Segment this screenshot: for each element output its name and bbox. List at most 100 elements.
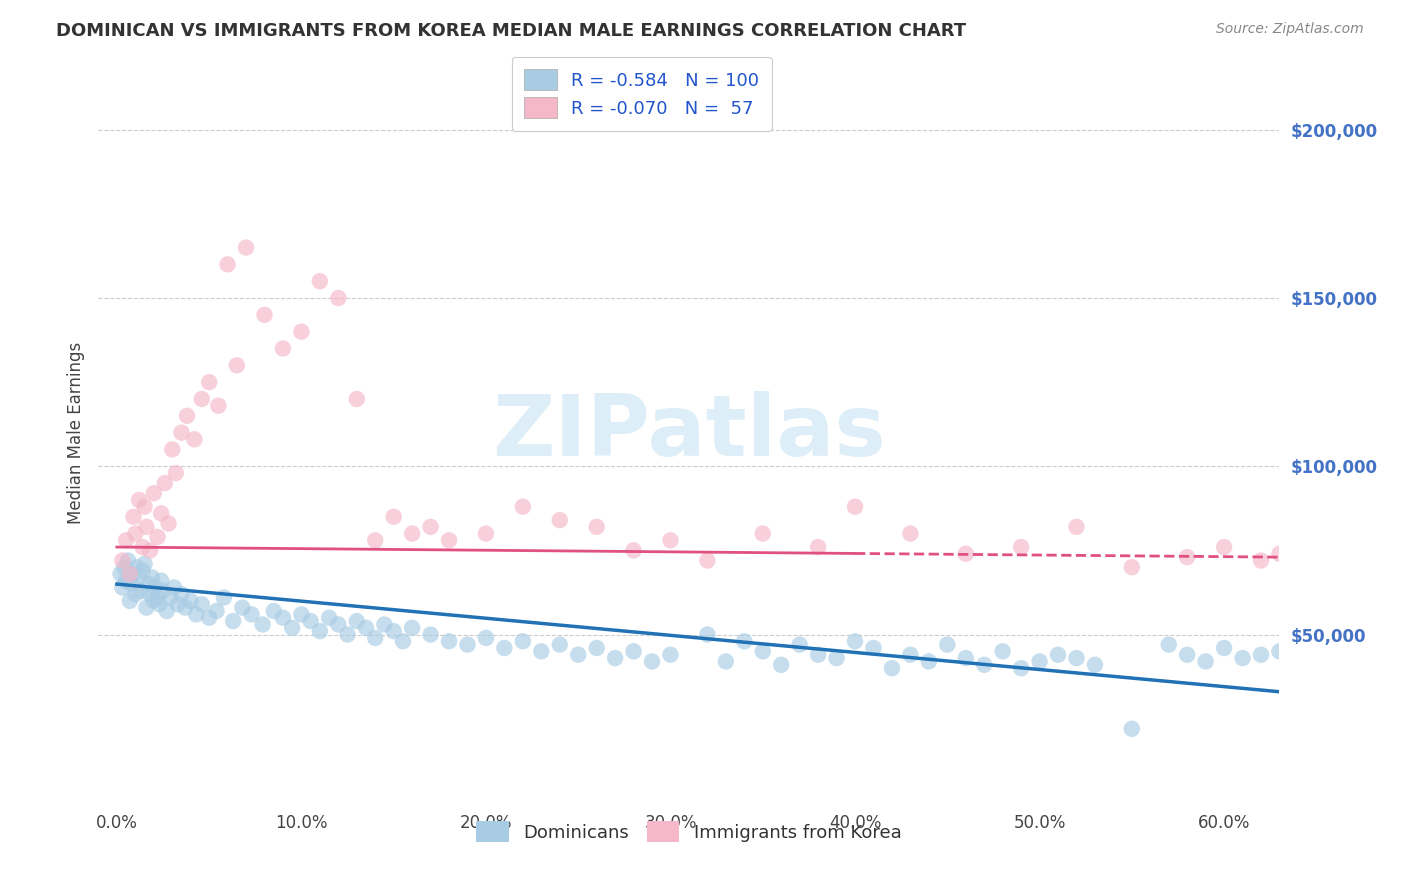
Point xyxy=(382,624,405,639)
Point xyxy=(844,500,866,514)
Point xyxy=(1066,651,1088,665)
Point xyxy=(807,540,830,554)
Point xyxy=(1213,540,1236,554)
Point xyxy=(807,648,830,662)
Point xyxy=(136,577,159,591)
Point xyxy=(475,526,498,541)
Point xyxy=(955,547,977,561)
Point xyxy=(789,638,811,652)
Point xyxy=(419,627,441,641)
Point xyxy=(129,583,152,598)
Point xyxy=(1084,657,1107,672)
Point xyxy=(1250,648,1272,662)
Point xyxy=(373,617,395,632)
Point xyxy=(299,614,322,628)
Point xyxy=(263,604,285,618)
Point xyxy=(973,657,995,672)
Point xyxy=(128,492,150,507)
Point xyxy=(142,594,165,608)
Point xyxy=(271,610,294,624)
Point xyxy=(844,634,866,648)
Point xyxy=(825,651,848,665)
Point xyxy=(1028,655,1050,669)
Point xyxy=(222,614,245,628)
Point xyxy=(117,553,139,567)
Point xyxy=(111,553,134,567)
Point xyxy=(148,597,170,611)
Point xyxy=(159,591,181,605)
Point xyxy=(1066,520,1088,534)
Point xyxy=(346,614,368,628)
Point xyxy=(457,638,479,652)
Point xyxy=(641,655,664,669)
Point xyxy=(1278,560,1301,574)
Point xyxy=(900,526,922,541)
Point xyxy=(132,540,155,554)
Point xyxy=(124,526,146,541)
Point xyxy=(146,530,169,544)
Point xyxy=(162,442,183,457)
Point xyxy=(115,533,138,548)
Point xyxy=(166,597,188,611)
Point xyxy=(605,651,627,665)
Point xyxy=(419,520,441,534)
Point xyxy=(585,640,607,655)
Point xyxy=(918,655,941,669)
Point xyxy=(170,425,193,440)
Point xyxy=(186,607,208,622)
Point xyxy=(217,257,239,271)
Point xyxy=(156,604,179,618)
Point xyxy=(128,570,150,584)
Point xyxy=(281,621,304,635)
Point xyxy=(225,359,247,373)
Point xyxy=(862,640,884,655)
Point xyxy=(696,627,718,641)
Point xyxy=(1157,638,1180,652)
Point xyxy=(290,325,312,339)
Point xyxy=(900,648,922,662)
Point xyxy=(530,644,553,658)
Point xyxy=(145,581,167,595)
Point xyxy=(401,526,423,541)
Point xyxy=(328,617,350,632)
Text: ZIPatlas: ZIPatlas xyxy=(492,391,886,475)
Point xyxy=(392,634,415,648)
Point xyxy=(122,509,145,524)
Point xyxy=(548,638,571,652)
Point xyxy=(191,597,214,611)
Point xyxy=(112,560,135,574)
Point xyxy=(437,634,460,648)
Point xyxy=(198,610,221,624)
Point xyxy=(318,610,340,624)
Point xyxy=(121,577,143,591)
Point xyxy=(1121,722,1143,736)
Point xyxy=(124,587,146,601)
Point xyxy=(115,574,138,588)
Point xyxy=(512,500,534,514)
Point xyxy=(134,500,156,514)
Point xyxy=(153,476,176,491)
Point xyxy=(585,520,607,534)
Point xyxy=(132,564,155,578)
Point xyxy=(1268,644,1291,658)
Point xyxy=(146,591,169,605)
Point xyxy=(1250,553,1272,567)
Point xyxy=(548,513,571,527)
Point xyxy=(180,594,202,608)
Point xyxy=(205,604,228,618)
Y-axis label: Median Male Earnings: Median Male Earnings xyxy=(66,342,84,524)
Point xyxy=(364,631,387,645)
Point xyxy=(231,600,253,615)
Point xyxy=(1175,550,1198,565)
Point xyxy=(401,621,423,635)
Point xyxy=(174,600,197,615)
Point xyxy=(696,553,718,567)
Point xyxy=(118,566,141,581)
Point xyxy=(494,640,516,655)
Point xyxy=(1175,648,1198,662)
Point xyxy=(139,587,162,601)
Point xyxy=(567,648,589,662)
Point xyxy=(752,526,775,541)
Point xyxy=(880,661,903,675)
Point xyxy=(1010,661,1032,675)
